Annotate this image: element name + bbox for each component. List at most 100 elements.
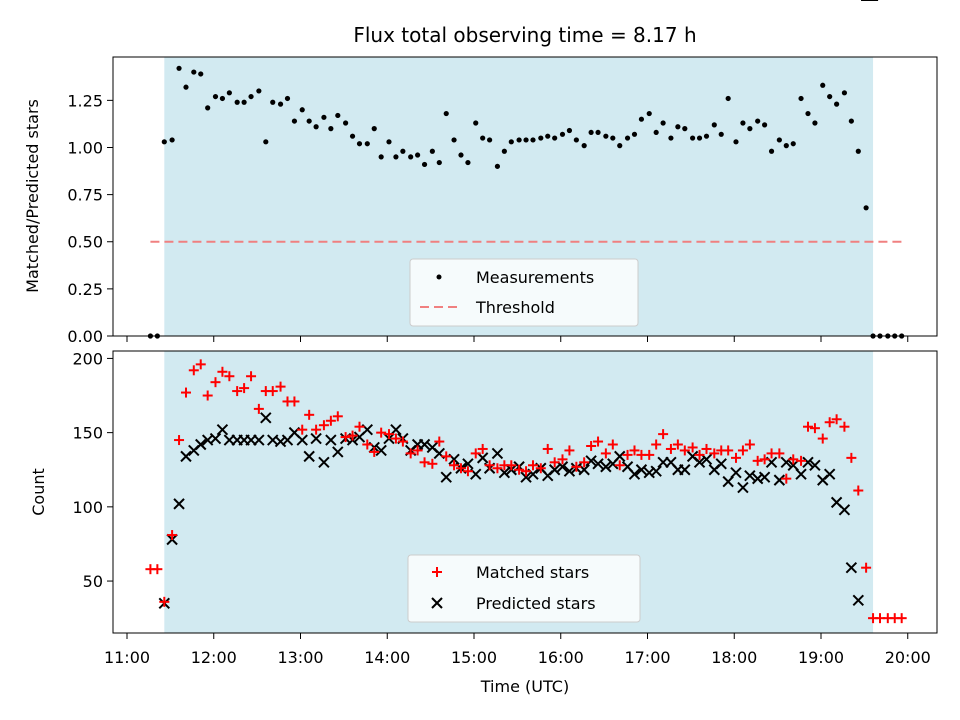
measurement-point — [798, 95, 804, 102]
measurement-point — [523, 137, 529, 143]
matched-star-point — [809, 423, 820, 434]
measurement-point — [711, 122, 717, 128]
matched-star-point — [521, 466, 532, 477]
matched-star-point — [477, 443, 488, 454]
predicted-star-point — [737, 481, 749, 494]
matched-star-point — [781, 473, 792, 484]
measurement-point — [487, 137, 493, 143]
measurement-point — [480, 135, 486, 141]
matched-star-point — [831, 414, 842, 425]
measurement-point — [638, 116, 645, 122]
predicted-star-point — [520, 471, 532, 483]
top-points — [147, 65, 905, 339]
matched-star-point — [318, 420, 329, 431]
measurement-point — [516, 137, 522, 143]
measurement-point — [328, 126, 334, 132]
predicted-star-point — [253, 434, 265, 446]
matched-star-point — [846, 452, 857, 463]
measurement-point — [198, 71, 204, 77]
matched-star-point — [542, 443, 553, 454]
measurement-point — [458, 152, 464, 158]
matched-star-point — [449, 460, 460, 471]
matched-star-point — [217, 366, 228, 377]
measurement-point — [559, 131, 566, 137]
measurement-point — [508, 139, 514, 145]
predicted-star-point — [585, 455, 597, 467]
measurement-point — [343, 120, 349, 126]
matched-star-point — [687, 442, 698, 453]
measurement-point — [219, 95, 226, 102]
predicted-star-point — [838, 504, 851, 516]
xtick-label: 17:00 — [624, 648, 670, 667]
measurement-point — [313, 124, 319, 130]
measurement-point — [530, 137, 536, 143]
matched-star-point — [267, 386, 278, 397]
matched-star-point — [679, 445, 690, 456]
xtick-label: 12:00 — [191, 648, 237, 667]
predicted-star-point — [744, 469, 756, 482]
measurement-point — [436, 159, 442, 166]
matched-star-point — [180, 387, 191, 398]
measurement-point — [588, 129, 594, 136]
measurement-point — [284, 95, 291, 102]
predicted-star-point — [260, 412, 272, 424]
measurement-point — [776, 137, 782, 143]
matched-star-point — [672, 439, 683, 450]
predicted-star-point — [628, 468, 641, 480]
predicted-star-point — [730, 466, 742, 479]
measurement-point — [834, 101, 840, 107]
matched-star-point — [701, 443, 712, 454]
matched-star-point — [622, 449, 633, 460]
matched-star-point — [347, 430, 358, 441]
bottom-axes-frame — [112, 350, 938, 634]
predicted-star-point — [592, 458, 604, 470]
matched-star-point — [441, 451, 452, 462]
measurement-point — [538, 135, 544, 141]
matched-star-point — [332, 411, 343, 422]
predicted-star-point — [795, 468, 807, 480]
matched-star-point — [188, 365, 199, 376]
matched-star-point — [658, 429, 669, 440]
measurement-point — [349, 133, 356, 139]
top-ytick-label: 0.00 — [67, 327, 103, 346]
measurement-point — [617, 143, 623, 149]
predicted-star-point — [318, 456, 330, 469]
predicted-star-point — [635, 464, 648, 476]
matched-star-point — [817, 433, 828, 444]
measurement-point — [827, 93, 833, 100]
predicted-star-point — [845, 561, 858, 574]
measurement-point — [631, 131, 638, 137]
xtick-label: 15:00 — [451, 648, 497, 667]
matched-star-point — [202, 390, 213, 401]
predicted-star-point — [476, 452, 489, 464]
matched-star-point — [694, 449, 705, 460]
measurement-point — [356, 141, 363, 147]
measurement-point — [321, 114, 327, 120]
measurement-point — [653, 129, 659, 136]
measurement-point — [176, 65, 182, 71]
measurement-point — [660, 120, 666, 126]
predicted-star-point — [195, 438, 207, 451]
predicted-star-point — [418, 438, 431, 451]
matched-star-point — [297, 424, 308, 435]
legend-measurements-marker — [436, 274, 442, 280]
measurement-point — [783, 143, 789, 149]
matched-star-point — [289, 396, 300, 407]
top-xticks — [126, 336, 909, 342]
chart-title: Flux total observing time = 8.17 h — [353, 23, 696, 47]
measurement-point — [668, 135, 674, 141]
matched-star-point — [470, 448, 481, 459]
measurement-point — [624, 135, 631, 141]
matched-star-point — [737, 445, 748, 456]
predicted-star-point — [700, 453, 713, 466]
measurement-point — [610, 135, 616, 141]
measurement-point — [256, 88, 262, 94]
matched-star-point — [629, 445, 640, 456]
matched-star-point — [484, 460, 495, 471]
measurement-point — [291, 118, 298, 124]
matched-star-point — [167, 530, 178, 541]
matched-star-point — [651, 439, 662, 450]
matched-star-point — [434, 436, 445, 447]
matched-star-point — [586, 440, 597, 451]
measurement-point — [270, 99, 276, 105]
